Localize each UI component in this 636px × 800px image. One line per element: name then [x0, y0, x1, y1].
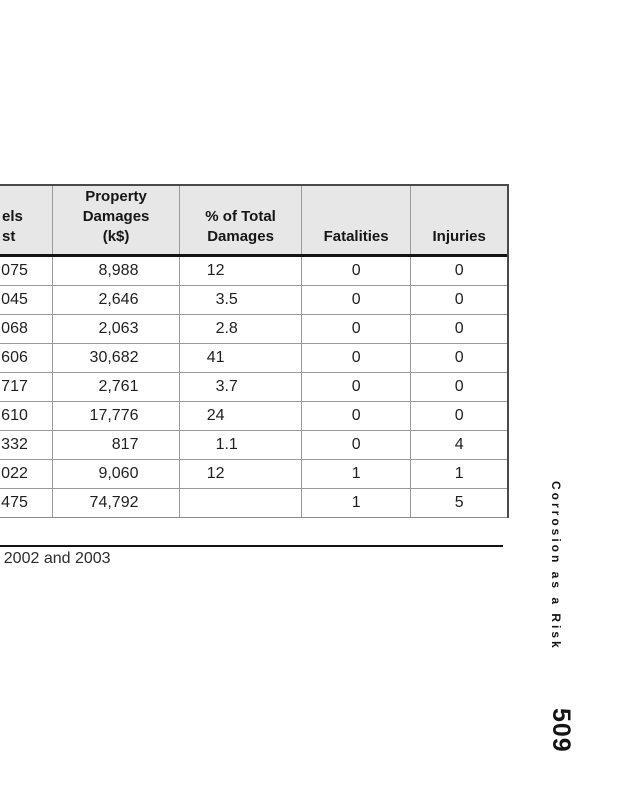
cell-fatalities: 0	[300, 431, 411, 459]
cell-pct: 2.8	[179, 315, 300, 343]
cell-injuries: 5	[410, 489, 507, 517]
cell-injuries: 0	[410, 257, 507, 285]
table-row: 332 817 1.1 0 4	[0, 431, 507, 460]
cell-barrels: 606	[1, 349, 28, 366]
cell-injuries: 4	[410, 431, 507, 459]
header-cell-fatalities: Fatalities	[300, 186, 411, 254]
cell-fatalities: 0	[300, 286, 411, 314]
table-row: 045 2,646 3.5 0 0	[0, 286, 507, 315]
table-header-row: els st Property Damages (k$)% of Total Damage…	[0, 186, 507, 257]
cell-fatalities: 0	[300, 373, 411, 401]
cell-property: 2,761	[51, 373, 180, 401]
cell-injuries: 1	[410, 460, 507, 488]
cell-fatalities: 0	[300, 257, 411, 285]
cell-pct: 24	[179, 402, 300, 430]
cell-property: 30,682	[51, 344, 180, 372]
cell-pct: 41	[179, 344, 300, 372]
cell-fatalities: 1	[300, 460, 411, 488]
footnote-text: r 2002 and 2003	[0, 550, 111, 567]
header-cell-barrels: els st	[2, 208, 23, 245]
table-row: 610 17,776 24 0 0	[0, 402, 507, 431]
cell-pct: 12	[179, 257, 300, 285]
cell-fatalities: 0	[300, 402, 411, 430]
cell-property: 17,776	[51, 402, 180, 430]
header-cell-pct: % of Total Damages	[179, 186, 301, 254]
chapter-sidebar-title: Corrosion as a Risk	[549, 481, 563, 651]
header-cell-injuries: Injuries	[410, 186, 507, 254]
cell-injuries: 0	[410, 402, 507, 430]
cell-injuries: 0	[410, 373, 507, 401]
cell-barrels: 075	[1, 262, 28, 279]
cell-pct: 3.5	[179, 286, 300, 314]
cell-barrels: 332	[1, 436, 28, 453]
table-row: 068 2,063 2.8 0 0	[0, 315, 507, 344]
page-number: 509	[547, 708, 575, 753]
table-row: 475 74,792 1 5	[0, 489, 507, 518]
cell-fatalities: 1	[300, 489, 411, 517]
table-row: 717 2,761 3.7 0 0	[0, 373, 507, 402]
cell-property: 2,646	[51, 286, 180, 314]
cell-fatalities: 0	[300, 344, 411, 372]
cell-barrels: 717	[1, 378, 28, 395]
cell-property: 74,792	[51, 489, 180, 517]
cell-barrels: 610	[1, 407, 28, 424]
cell-injuries: 0	[410, 344, 507, 372]
cell-injuries: 0	[410, 315, 507, 343]
footnote-rule	[0, 545, 503, 547]
cell-property: 2,063	[51, 315, 180, 343]
table-row: 022 9,060 12 1 1	[0, 460, 507, 489]
incidents-damages-table: els st Property Damages (k$)% of Total Damage…	[0, 184, 509, 518]
table-body: 075 8,988 12 0 0 045 2,646 3.5 0 0 068 2,063 2.8 0 0 60…	[0, 257, 507, 518]
cell-property: 9,060	[51, 460, 180, 488]
cell-pct: 1.1	[179, 431, 300, 459]
cell-property: 8,988	[51, 257, 180, 285]
cell-injuries: 0	[410, 286, 507, 314]
cell-fatalities: 0	[300, 315, 411, 343]
header-cell-property: Property Damages (k$)	[51, 186, 180, 254]
cell-barrels: 475	[1, 494, 28, 511]
cell-pct	[179, 489, 300, 517]
cell-barrels: 022	[1, 465, 28, 482]
cell-pct: 12	[179, 460, 300, 488]
cell-property: 817	[51, 431, 180, 459]
cell-pct: 3.7	[179, 373, 300, 401]
table-row: 606 30,682 41 0 0	[0, 344, 507, 373]
table-row: 075 8,988 12 0 0	[0, 257, 507, 286]
cell-barrels: 045	[1, 291, 28, 308]
cell-barrels: 068	[1, 320, 28, 337]
